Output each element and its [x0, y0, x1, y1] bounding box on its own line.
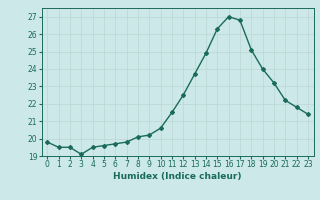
X-axis label: Humidex (Indice chaleur): Humidex (Indice chaleur)	[113, 172, 242, 181]
